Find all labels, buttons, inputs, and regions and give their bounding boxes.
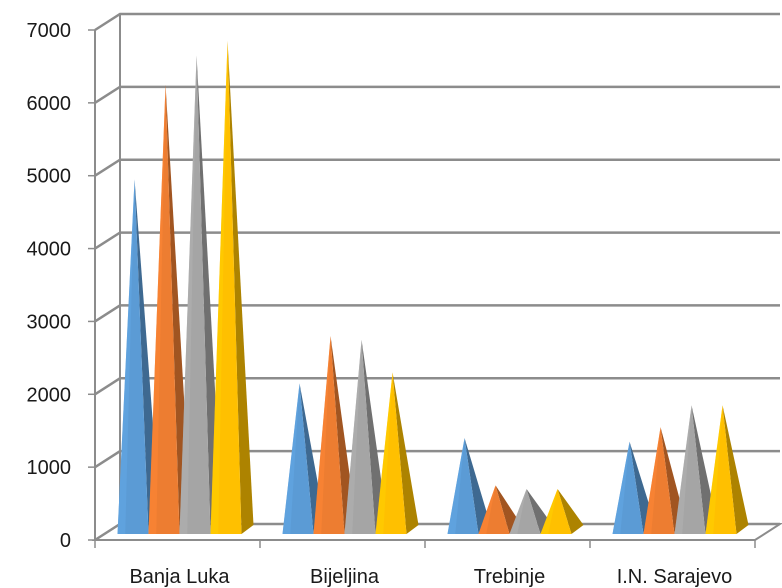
- y-tick-label: 1000: [27, 457, 72, 479]
- pyramid-bar: [376, 372, 419, 534]
- y-tick-label: 3000: [27, 311, 72, 333]
- x-category-label: I.N. Sarajevo: [617, 566, 733, 588]
- y-tick-label: 6000: [27, 93, 72, 115]
- x-category-label: Banja Luka: [129, 566, 230, 588]
- x-category-label: Bijeljina: [310, 566, 380, 588]
- pyramid-bar: [211, 41, 254, 534]
- pyramid-bars: [118, 41, 749, 534]
- y-tick-label: 2000: [27, 384, 72, 406]
- y-axis-ticks: 0 1000 2000 3000 4000 5000 6000 7000: [27, 20, 72, 552]
- x-axis-labels: Banja Luka Bijeljina Trebinje I.N. Sarajevo: [129, 566, 732, 588]
- pyramid-bar: [706, 405, 749, 534]
- pyramid-bar: [541, 489, 584, 534]
- x-category-label: Trebinje: [474, 566, 546, 588]
- y-tick-label: 7000: [27, 20, 72, 42]
- gridline: [95, 14, 780, 30]
- y-tick-label: 5000: [27, 166, 72, 188]
- y-tick-label: 4000: [27, 239, 72, 261]
- y-tick-label: 0: [60, 530, 71, 552]
